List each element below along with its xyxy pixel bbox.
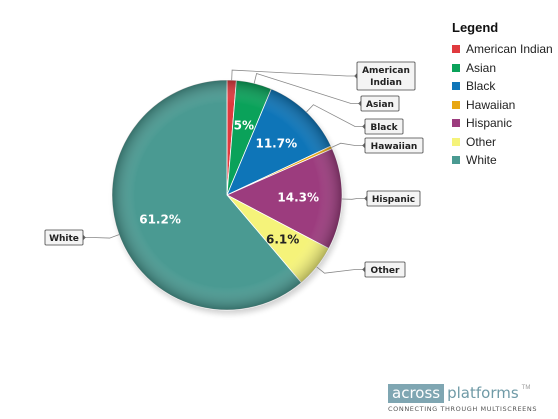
legend-item-other[interactable]: Other xyxy=(452,133,553,152)
callout-leader-line xyxy=(253,73,361,104)
callout-leader-line xyxy=(341,198,367,200)
callout-label: Indian xyxy=(370,78,402,88)
callout-hispanic: Hispanic xyxy=(366,190,421,207)
slice-value-label-black: 11.7% xyxy=(255,136,297,150)
callout-label: Asian xyxy=(366,100,394,110)
callout-box xyxy=(364,137,424,154)
legend-swatch xyxy=(452,137,460,146)
callout-box xyxy=(44,229,84,246)
legend-swatch xyxy=(452,100,460,109)
logo-tagline: CONNECTING THROUGH MULTISCREENS xyxy=(388,405,538,413)
callout-box xyxy=(364,118,404,135)
callout-leader-line xyxy=(231,69,357,81)
slice-value-label-other: 6.1% xyxy=(266,233,299,247)
logo-word-platforms: platforms xyxy=(447,384,519,402)
callout-leader-line xyxy=(306,104,365,127)
legend-label: Black xyxy=(466,79,496,94)
chart-legend: Legend American Indian Asian Black Hawaiian… xyxy=(452,20,553,170)
callout-leader-line xyxy=(83,234,120,239)
logo-wordmark: across platforms TM xyxy=(388,384,556,403)
slice-value-label-asian: 5% xyxy=(234,119,254,133)
callout-label: American xyxy=(362,66,410,76)
callout-leader-line xyxy=(331,142,365,148)
callout-hawaiian: Hawaiian xyxy=(364,137,424,154)
legend-swatch xyxy=(452,156,460,165)
callout-asian: Asian xyxy=(360,95,400,112)
legend-swatch xyxy=(452,82,460,91)
legend-item-black[interactable]: Black xyxy=(452,77,553,96)
legend-label: Other xyxy=(466,134,497,149)
legend-items: American Indian Asian Black Hawaiian Hispani… xyxy=(452,40,553,170)
legend-swatch xyxy=(452,45,460,54)
slice-value-label-hispanic: 14.3% xyxy=(277,190,319,204)
callout-label: Other xyxy=(371,266,400,276)
slice-value-label-white: 61.2% xyxy=(139,213,181,227)
callout-american-indian: American Indian xyxy=(356,61,416,91)
legend-label: White xyxy=(466,153,497,168)
legend-label: Asian xyxy=(466,60,497,75)
callout-box xyxy=(360,95,400,112)
callout-box xyxy=(364,261,406,278)
across-platforms-logo: across platforms TM CONNECTING THROUGH M… xyxy=(388,384,556,414)
callout-label: Hispanic xyxy=(372,195,415,205)
callout-label: Hawaiian xyxy=(371,142,418,152)
legend-label: Hawaiian xyxy=(466,97,516,112)
callout-white: White xyxy=(44,229,84,246)
callout-label: White xyxy=(49,234,79,244)
legend-item-white[interactable]: White xyxy=(452,151,553,170)
callout-black: Black xyxy=(364,118,404,135)
legend-item-american-indian[interactable]: American Indian xyxy=(452,40,553,59)
callout-label: Black xyxy=(370,123,398,133)
legend-title: Legend xyxy=(452,20,499,35)
logo-trademark: TM xyxy=(521,385,531,391)
legend-item-asian[interactable]: Asian xyxy=(452,59,553,78)
legend-swatch xyxy=(452,63,460,72)
callout-other: Other xyxy=(364,261,406,278)
callout-box xyxy=(366,190,421,207)
legend-label: Hispanic xyxy=(466,116,513,131)
legend-item-hawaiian[interactable]: Hawaiian xyxy=(452,96,553,115)
legend-item-hispanic[interactable]: Hispanic xyxy=(452,114,553,133)
logo-word-across: across xyxy=(388,384,445,403)
callout-box xyxy=(356,61,416,91)
legend-label: American Indian xyxy=(466,42,553,57)
callout-leader-line xyxy=(316,266,365,274)
legend-swatch xyxy=(452,119,460,128)
